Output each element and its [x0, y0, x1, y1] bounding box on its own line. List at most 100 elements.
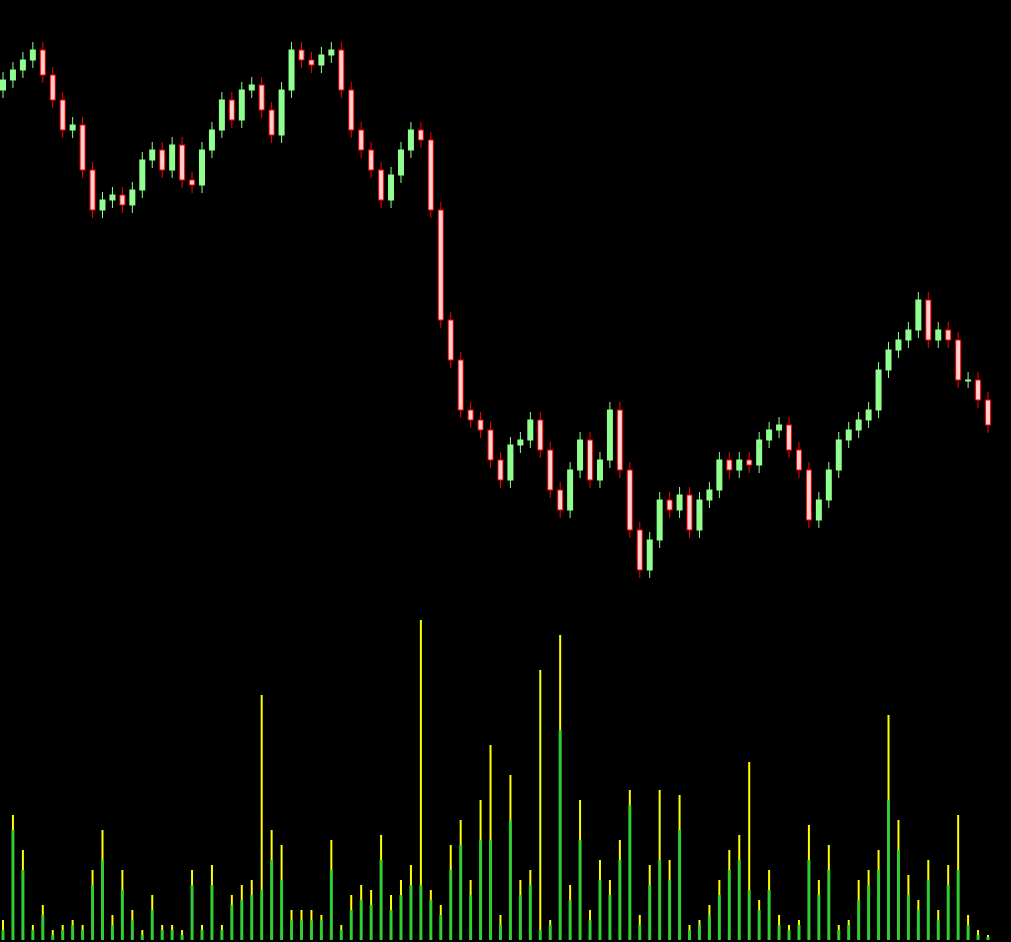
- candle-body: [407, 129, 414, 151]
- volume-bar: [678, 830, 682, 940]
- volume-bar: [518, 895, 522, 940]
- volume-bar: [916, 910, 920, 940]
- volume-bar: [479, 840, 483, 940]
- volume-bar: [220, 930, 224, 940]
- candle-body: [258, 84, 265, 111]
- volume-bar: [966, 925, 970, 940]
- candle-body: [835, 439, 842, 471]
- candle-body: [805, 469, 812, 521]
- candle-body: [437, 209, 444, 321]
- candle-body: [855, 419, 862, 431]
- volume-bar: [658, 860, 662, 940]
- candle-body: [397, 149, 404, 176]
- candle-body: [457, 359, 464, 411]
- candle-body: [368, 149, 375, 171]
- candle-body: [69, 124, 76, 131]
- candle-body: [417, 129, 424, 141]
- volume-bar: [409, 885, 413, 940]
- candle-body: [716, 459, 723, 491]
- volume-bar: [777, 925, 781, 940]
- candle-body: [278, 89, 285, 136]
- candle-body: [119, 194, 126, 206]
- volume-bar: [41, 915, 45, 940]
- candle-body: [925, 299, 932, 341]
- volume-bar: [309, 920, 313, 940]
- volume-bar: [180, 935, 184, 940]
- volume-bar: [299, 920, 303, 940]
- candle-body: [706, 489, 713, 501]
- volume-bar: [956, 870, 960, 940]
- candle-body: [756, 439, 763, 466]
- volume-bar: [688, 930, 692, 940]
- volume-bar: [190, 885, 194, 940]
- volume-bar: [757, 910, 761, 940]
- volume-bar: [986, 937, 990, 940]
- candle-body: [467, 409, 474, 421]
- volume-bar: [857, 900, 861, 940]
- volume-bar: [887, 800, 891, 940]
- volume-bar: [439, 915, 443, 940]
- volume-bar: [867, 885, 871, 940]
- candle-body: [686, 494, 693, 531]
- candle-body: [915, 299, 922, 331]
- volume-bar: [638, 925, 642, 940]
- volume-bar: [737, 860, 741, 940]
- candle-body: [885, 349, 892, 371]
- volume-bar: [727, 870, 731, 940]
- candle-body: [159, 149, 166, 171]
- candle-body: [517, 439, 524, 446]
- candle-body: [79, 124, 86, 171]
- candle-body: [557, 489, 564, 511]
- volume-bar: [717, 895, 721, 940]
- candle-body: [298, 49, 305, 61]
- volume-bar: [329, 870, 333, 940]
- candle-body: [965, 379, 972, 382]
- candle-body: [795, 449, 802, 471]
- volume-bar: [100, 860, 104, 940]
- candle-body: [59, 99, 66, 131]
- candle-body: [29, 49, 36, 61]
- candle-body: [487, 429, 494, 461]
- candle-body: [348, 89, 355, 131]
- candle-body: [636, 529, 643, 571]
- candle-body: [567, 469, 574, 511]
- candle-body: [189, 179, 196, 186]
- volume-bar: [588, 920, 592, 940]
- candle-body: [547, 449, 554, 491]
- candle-body: [676, 494, 683, 511]
- volume-bar: [120, 890, 124, 940]
- candle-body: [666, 499, 673, 511]
- volume-bar: [807, 860, 811, 940]
- candle-body: [358, 129, 365, 151]
- candle-body: [0, 79, 6, 91]
- volume-bar: [230, 905, 234, 940]
- candle-body: [766, 429, 773, 441]
- candle-body: [935, 329, 942, 341]
- volume-bar: [539, 670, 542, 940]
- candle-body: [447, 319, 454, 361]
- volume-bar: [648, 885, 652, 940]
- volume-bar: [906, 895, 910, 940]
- volume-bar: [150, 910, 154, 940]
- volume-bar: [628, 805, 632, 940]
- candle-body: [268, 109, 275, 136]
- volume-bar: [976, 935, 980, 940]
- volume-bar: [508, 820, 512, 940]
- volume-bar: [51, 935, 55, 940]
- candle-body: [985, 399, 991, 426]
- candle-body: [288, 49, 295, 91]
- volume-bar: [847, 925, 851, 940]
- candle-body: [726, 459, 733, 471]
- volume-bar: [926, 880, 930, 940]
- volume-bar: [827, 870, 831, 940]
- volume-bar: [91, 885, 95, 940]
- candle-body: [955, 339, 962, 381]
- candle-body: [338, 49, 345, 91]
- candle-body: [606, 409, 613, 461]
- volume-bar: [170, 930, 174, 940]
- volume-bar: [319, 920, 323, 940]
- volume-bar: [81, 930, 85, 940]
- volume-bar: [697, 925, 701, 940]
